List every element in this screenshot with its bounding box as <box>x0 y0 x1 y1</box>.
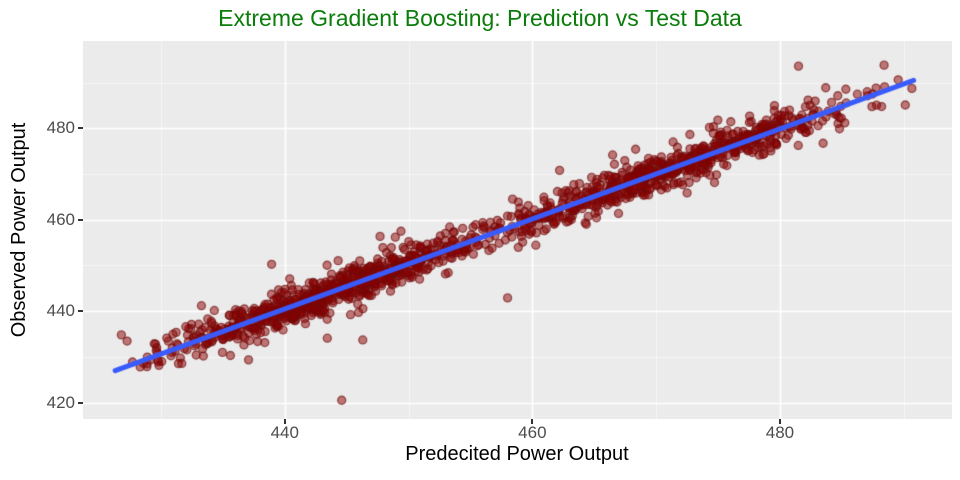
y-tick-mark <box>78 401 83 404</box>
y-tick-label: 420 <box>46 392 75 412</box>
x-tick-mark <box>531 419 534 424</box>
x-tick-mark <box>283 419 286 424</box>
y-tick-mark <box>78 218 83 221</box>
x-tick-mark <box>778 419 781 424</box>
x-tick-label: 460 <box>518 423 547 442</box>
y-tick-label: 460 <box>46 209 75 229</box>
chart-title: Extreme Gradient Boosting: Prediction vs… <box>218 5 742 31</box>
x-tick-label: 440 <box>270 423 299 442</box>
y-tick-mark <box>78 127 83 130</box>
scatter-plot-canvas <box>83 41 952 419</box>
y-axis-title: Observed Power Output <box>8 122 30 338</box>
x-axis-title: Predecited Power Output <box>405 443 629 465</box>
x-tick-label: 480 <box>765 423 795 442</box>
y-tick-mark <box>78 310 83 313</box>
y-tick-label: 480 <box>46 118 75 138</box>
y-tick-label: 440 <box>46 301 75 321</box>
plot-panel <box>83 41 952 419</box>
